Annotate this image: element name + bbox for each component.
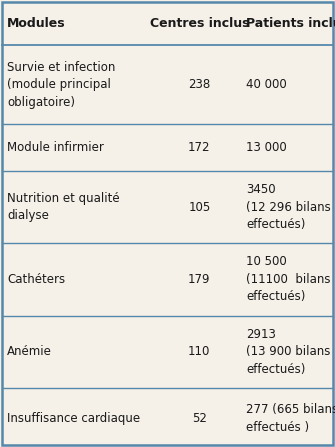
Text: 110: 110 — [188, 346, 210, 358]
Text: 179: 179 — [188, 273, 211, 286]
Text: 172: 172 — [188, 141, 211, 154]
Text: 40 000: 40 000 — [246, 78, 287, 91]
Text: Insuffisance cardiaque: Insuffisance cardiaque — [7, 412, 140, 425]
Text: Module infirmier: Module infirmier — [7, 141, 104, 154]
Text: Cathéters: Cathéters — [7, 273, 66, 286]
Text: 238: 238 — [188, 78, 210, 91]
Text: Patients inclus: Patients inclus — [246, 17, 335, 30]
Text: Modules: Modules — [7, 17, 66, 30]
Text: Nutrition et qualité
dialyse: Nutrition et qualité dialyse — [7, 192, 120, 222]
Text: Centres inclus: Centres inclus — [149, 17, 249, 30]
Text: 277 (665 bilans
effectués ): 277 (665 bilans effectués ) — [246, 404, 335, 434]
Text: 52: 52 — [192, 412, 207, 425]
Text: 105: 105 — [188, 201, 210, 214]
Text: 2913
(13 900 bilans
effectués): 2913 (13 900 bilans effectués) — [246, 328, 331, 376]
Text: Anémie: Anémie — [7, 346, 52, 358]
Text: 13 000: 13 000 — [246, 141, 287, 154]
Text: 3450
(12 296 bilans
effectués): 3450 (12 296 bilans effectués) — [246, 183, 331, 231]
Text: Survie et infection
(module principal
obligatoire): Survie et infection (module principal ob… — [7, 61, 116, 109]
Text: 10 500
(11100  bilans
effectués): 10 500 (11100 bilans effectués) — [246, 256, 331, 304]
